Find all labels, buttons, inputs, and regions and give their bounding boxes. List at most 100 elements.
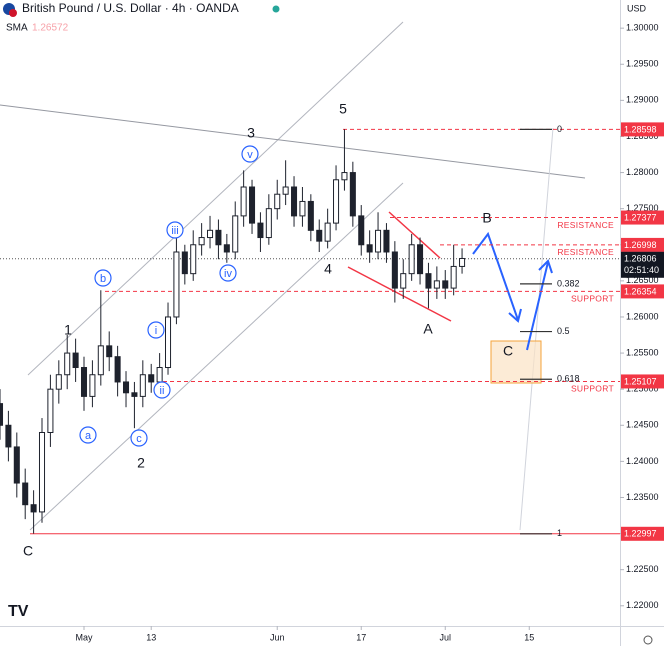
candle-body — [240, 186, 247, 217]
y-tick-label: 1.24500 — [626, 420, 659, 430]
price-badge-label: 1.25107 — [624, 376, 657, 386]
wave-circle — [219, 264, 237, 282]
candle-body — [341, 172, 348, 181]
current-price-label: 1.26806 — [624, 254, 657, 264]
currency: USD — [627, 3, 647, 13]
candle-body — [131, 392, 138, 397]
x-tick-label: Jul — [439, 632, 451, 642]
target-zone — [490, 340, 542, 384]
candle-body — [223, 244, 230, 253]
y-tick-label: 1.26000 — [626, 311, 659, 321]
symbol-icon — [9, 9, 17, 17]
candle-body — [425, 273, 432, 289]
fib-label: 1 — [557, 528, 562, 538]
price-badge — [621, 210, 664, 225]
wave-label: 5 — [339, 101, 347, 117]
candle-body — [274, 193, 281, 210]
circled-label: ii — [160, 385, 165, 397]
arrow-head — [538, 259, 553, 274]
candle-body — [307, 200, 314, 231]
circled-label: iii — [171, 225, 178, 237]
circled-label: v — [247, 149, 253, 161]
candle-body — [459, 257, 466, 267]
wave-circle — [79, 426, 97, 444]
price-badge-label: 1.28598 — [624, 124, 657, 134]
circled-label: iv — [224, 268, 232, 280]
x-tick-label: 13 — [146, 632, 156, 642]
price-badge — [621, 122, 664, 137]
candle-body — [291, 186, 298, 217]
candle-body — [190, 244, 197, 275]
candle-body — [55, 374, 62, 390]
settings-icon — [643, 635, 653, 645]
y-tick-label: 1.24000 — [626, 456, 659, 466]
wave-label: 1 — [64, 322, 72, 338]
logo: TV — [8, 603, 29, 620]
fib-label: 0.618 — [557, 374, 580, 384]
zone-label: SUPPORT — [571, 384, 614, 394]
price-badge-label: 1.22997 — [624, 529, 657, 539]
candle-body — [400, 273, 407, 289]
fib-label: 0 — [557, 124, 562, 134]
y-tick-label: 1.22000 — [626, 600, 659, 610]
candle-body — [249, 186, 256, 224]
candle-body — [156, 367, 163, 383]
candle-body — [417, 244, 424, 275]
header: British Pound / U.S. Dollar · 4h · OANDA… — [3, 1, 653, 645]
x-tick-label: Jun — [270, 632, 285, 642]
channel-upper — [27, 21, 404, 376]
y-tick-label: 1.23500 — [626, 492, 659, 502]
fib-diagonal — [519, 127, 554, 531]
candle-body — [324, 222, 331, 242]
wave-label: 2 — [137, 455, 145, 471]
candle-body — [72, 352, 79, 369]
wave-circle — [153, 381, 171, 399]
fib-label: 0.382 — [557, 278, 580, 288]
candle-body — [366, 244, 373, 253]
candle-body — [375, 229, 382, 253]
candle-body — [408, 244, 415, 275]
candle-body — [316, 229, 323, 242]
indicator-value: 1.26572 — [32, 23, 69, 34]
current-price-badge — [621, 251, 664, 278]
y-tick-label: 1.25000 — [626, 384, 659, 394]
y-tick-label: 1.29000 — [626, 95, 659, 105]
wedge-upper — [388, 211, 441, 259]
price-badge — [621, 526, 664, 541]
wedge-lower — [347, 266, 452, 322]
candle-body — [450, 265, 457, 289]
candle-body — [442, 280, 449, 289]
candle-body — [80, 367, 88, 397]
candle-body — [391, 251, 398, 289]
candle-body — [257, 222, 264, 239]
candle-body — [64, 352, 71, 376]
drawings — [0, 21, 586, 531]
candle-body — [38, 431, 46, 513]
wave-circle — [94, 269, 112, 287]
wave-circle — [166, 221, 184, 239]
wave-circle — [147, 321, 165, 339]
candle-body — [97, 345, 104, 376]
wave-label: 4 — [324, 261, 332, 277]
circled-label: i — [155, 325, 157, 337]
countdown-label: 02:51:40 — [624, 265, 659, 275]
y-tick-label: 1.28000 — [626, 167, 659, 177]
symbol-title: British Pound / U.S. Dollar · 4h · OANDA — [22, 1, 239, 15]
y-tick-label: 1.25500 — [626, 347, 659, 357]
price-badge-label: 1.26354 — [624, 286, 657, 296]
fib-label: 0.5 — [557, 326, 570, 336]
candle-body — [265, 208, 272, 239]
zone-label: SUPPORT — [571, 294, 614, 304]
wave-label: A — [423, 321, 433, 337]
price-badge — [621, 374, 664, 389]
wave-label: C — [503, 343, 513, 359]
zone-label: RESISTANCE — [557, 247, 614, 257]
candle-body — [433, 280, 440, 289]
candle-body — [181, 251, 188, 275]
candle-body — [30, 504, 37, 513]
market-status — [272, 5, 280, 13]
zone-label: RESISTANCE — [557, 220, 614, 230]
trend-line — [0, 104, 586, 179]
